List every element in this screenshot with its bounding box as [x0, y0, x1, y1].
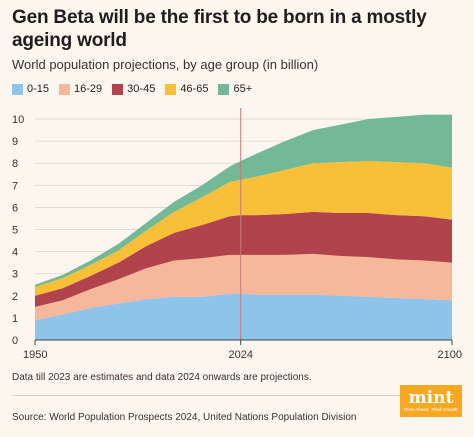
legend-label: 65+	[233, 83, 253, 95]
legend-swatch	[12, 83, 23, 95]
y-tick-label: 5	[12, 225, 18, 237]
chart-legend: 0-15 16-29 30-45 46-65 65+	[12, 83, 262, 95]
y-tick-label: 1	[12, 313, 18, 325]
y-tick-label: 0	[12, 335, 18, 347]
legend-swatch	[112, 83, 124, 95]
legend-item-65+: 65+	[218, 83, 252, 95]
area-0-15	[35, 293, 452, 340]
y-tick-label: 10	[12, 114, 24, 126]
legend-swatch	[59, 83, 71, 95]
legend-swatch	[165, 83, 177, 95]
area-30-45	[35, 211, 452, 307]
stacked-area-chart: 0 1 2 3 4 5 6 7 8 9 10 1950 2024 2100	[12, 108, 462, 361]
footnote: Data till 2023 are estimates and data 20…	[12, 372, 312, 383]
legend-label: 16-29	[74, 83, 103, 95]
x-tick-label: 1950	[23, 349, 47, 361]
y-tick-label: 4	[12, 247, 18, 259]
legend-swatch	[218, 83, 230, 95]
area-16-29	[35, 253, 452, 321]
logo-tagline: Think Ahead. Think Growth.	[403, 407, 459, 412]
chart-subtitle: World population projections, by age gro…	[12, 57, 319, 72]
x-tick-label: 2024	[228, 349, 252, 361]
y-tick-label: 6	[12, 202, 18, 214]
legend-item-0-15: 0-15	[12, 83, 49, 95]
legend-label: 46-65	[180, 83, 209, 95]
legend-item-16-29: 16-29	[59, 83, 102, 95]
source-text: Source: World Population Prospects 2024,…	[12, 412, 357, 423]
y-tick-label: 2	[12, 291, 18, 303]
legend-item-46-65: 46-65	[165, 83, 208, 95]
y-tick-label: 8	[12, 158, 18, 170]
area-65+	[35, 114, 452, 287]
y-tick-label: 7	[12, 180, 18, 192]
area-46-65	[35, 161, 452, 296]
y-tick-label: 3	[12, 269, 18, 281]
logo-word: mint	[408, 388, 454, 408]
legend-item-30-45: 30-45	[112, 83, 155, 95]
chart-title: Gen Beta will be the first to be born in…	[12, 7, 427, 51]
x-tick-label: 2100	[438, 349, 462, 361]
legend-label: 0-15	[27, 83, 50, 95]
y-tick-label: 9	[12, 136, 18, 148]
mint-logo: mint Think Ahead. Think Growth.	[400, 385, 462, 417]
legend-label: 30-45	[127, 83, 156, 95]
footer-divider	[12, 395, 462, 396]
